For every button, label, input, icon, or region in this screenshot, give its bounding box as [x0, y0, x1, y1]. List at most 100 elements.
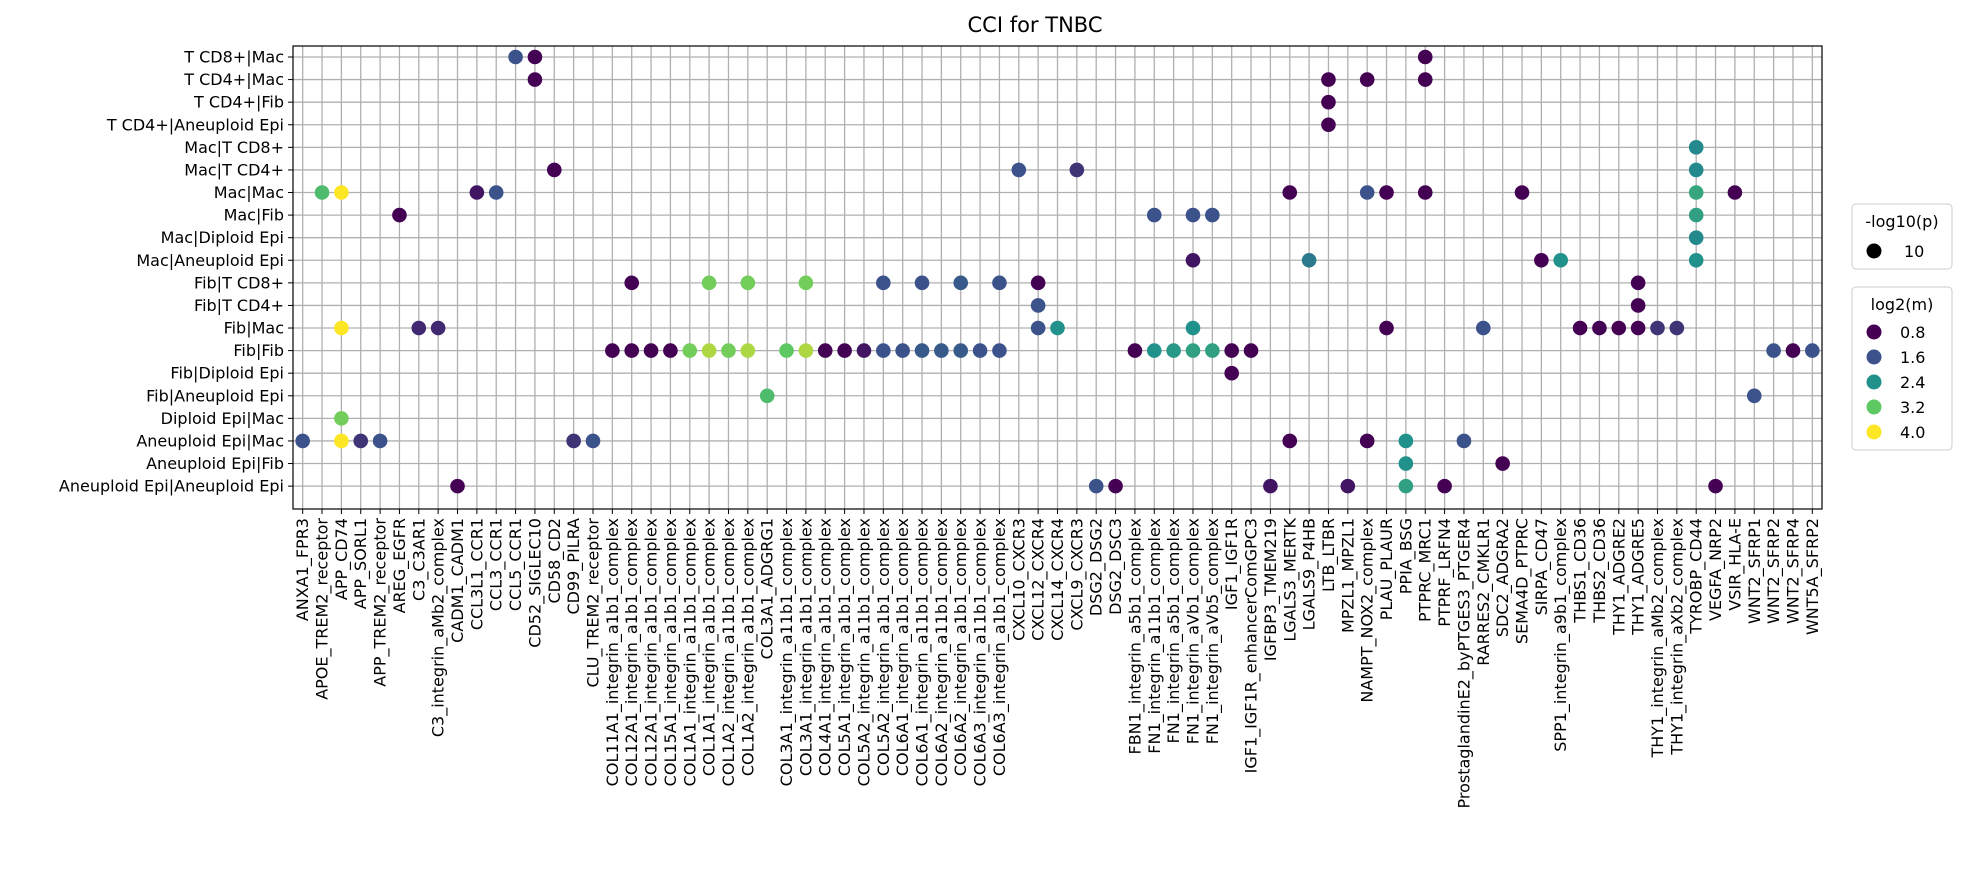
x-tick-label: RARRES2_CMKLR1: [1474, 518, 1494, 666]
y-tick-label: Diploid Epi|Mac: [161, 409, 284, 428]
x-tick-label: C3_C3AR1: [409, 518, 429, 601]
x-tick-label: APP_SORL1: [351, 518, 371, 609]
data-point: [1185, 320, 1201, 336]
x-tick-label: SDC2_ADGRA2: [1493, 518, 1513, 637]
y-tick-label: Fib|Diploid Epi: [170, 364, 284, 383]
y-tick-label: T CD8+|Mac: [183, 48, 284, 67]
x-tick-label: WNT2_SFRP4: [1783, 518, 1803, 624]
data-point: [1398, 456, 1414, 471]
data-point: [392, 207, 407, 223]
data-point: [1688, 230, 1704, 245]
x-tick-label: COL15A1_integrin_a1b1_complex: [661, 518, 681, 786]
y-tick-label: T CD4+|Fib: [193, 93, 284, 112]
data-point: [1030, 298, 1046, 313]
data-point: [585, 433, 601, 449]
data-point: [1688, 140, 1704, 155]
color-legend-marker: [1866, 399, 1882, 415]
x-axis: ANXA1_FPR3 APOE_TREM2_receptor APP_CD74 APP…: [293, 509, 1823, 809]
x-tick-label: DSG2_DSC3: [1106, 518, 1126, 615]
x-tick-label: COL1A1_integrin_a11b1_complex: [680, 518, 700, 786]
x-tick-label: SEMA4D_PTPRC: [1513, 518, 1533, 644]
y-axis: T CD8+|Mac T CD4+|Mac T CD4+|Fib T CD4+|Ane…: [59, 48, 293, 496]
size-legend: -log10(p) 10: [1851, 203, 1953, 270]
color-legend-marker: [1866, 374, 1882, 390]
data-point: [740, 343, 756, 358]
data-point: [1688, 185, 1704, 200]
x-tick-label: VEGFA_NRP2: [1706, 518, 1726, 621]
data-point: [1746, 388, 1762, 404]
data-point: [1359, 433, 1375, 449]
data-point: [1127, 343, 1143, 358]
data-point: [295, 433, 310, 449]
x-tick-label: COL3A1_integrin_a1b1_complex: [796, 518, 816, 776]
data-point: [1514, 185, 1530, 200]
size-legend-marker: [1866, 243, 1882, 259]
data-point: [1030, 320, 1046, 336]
data-point: [546, 162, 562, 178]
data-point: [1572, 320, 1588, 336]
data-point: [314, 185, 330, 200]
x-tick-label: COL4A1_integrin_a1b1_complex: [816, 518, 836, 776]
y-tick-label: Fib|Aneuploid Epi: [146, 386, 284, 405]
x-tick-label: COL11A1_integrin_a1b1_complex: [603, 518, 623, 786]
y-tick-label: Mac|Mac: [214, 183, 284, 202]
x-tick-label: CD58_CD2: [545, 518, 565, 604]
x-tick-label: COL6A1_integrin_a11b1_complex: [913, 518, 933, 786]
x-tick-label: SIRPA_CD47: [1532, 518, 1552, 615]
y-tick-label: T CD4+|Mac: [183, 70, 284, 89]
y-tick-label: Aneuploid Epi|Aneuploid Epi: [59, 477, 284, 496]
data-point: [1708, 478, 1723, 494]
x-tick-label: PPIA_BSG: [1396, 518, 1416, 594]
data-point: [1785, 343, 1801, 358]
data-point: [1205, 343, 1220, 358]
x-tick-label: C3_integrin_aMb2_complex: [429, 518, 449, 737]
x-tick-label: COL5A1_integrin_a1b1_complex: [835, 518, 855, 776]
data-point: [1321, 117, 1336, 133]
data-point: [1243, 343, 1259, 358]
data-point: [1805, 343, 1820, 358]
data-point: [721, 343, 736, 358]
data-point: [953, 343, 969, 358]
x-tick-label: MPZL1_MPZL1: [1338, 518, 1358, 633]
x-tick-label: FN1_integrin_aVb5_complex: [1203, 518, 1223, 744]
data-point: [740, 275, 756, 291]
data-point: [682, 343, 698, 358]
data-point: [1398, 478, 1414, 494]
data-point: [876, 275, 891, 291]
x-tick-label: COL6A2_integrin_a11b1_complex: [932, 518, 952, 786]
x-tick-label: APOE_TREM2_receptor: [313, 518, 333, 700]
data-point: [1011, 162, 1027, 178]
x-tick-label: IGF1_IGF1R_enhancerComGPC3: [1242, 518, 1262, 773]
data-point: [1630, 298, 1646, 313]
y-tick-label: Fib|Fib: [233, 341, 284, 360]
data-point: [1688, 162, 1704, 178]
y-tick-label: Aneuploid Epi|Fib: [146, 454, 284, 473]
x-tick-label: THY1_integrin_aXb2_complex: [1667, 518, 1687, 756]
data-point: [1224, 343, 1239, 358]
y-tick-label: Mac|T CD4+: [184, 160, 284, 179]
x-tick-label: LTB_LTBR: [1319, 518, 1339, 592]
x-tick-label: CXCL14_CXCR4: [1048, 518, 1068, 641]
data-point: [605, 343, 620, 358]
data-point: [1688, 207, 1704, 223]
data-point: [1379, 185, 1394, 200]
x-tick-label: THBS1_CD36: [1571, 518, 1591, 624]
color-legend-label: 2.4: [1900, 373, 1925, 392]
data-points: [295, 49, 1820, 494]
data-point: [334, 433, 349, 449]
x-tick-label: COL6A1_integrin_a1b1_complex: [893, 518, 913, 776]
data-point: [1185, 343, 1201, 358]
data-point: [1108, 478, 1123, 494]
x-tick-label: DSG2_DSG2: [1087, 518, 1107, 616]
data-point: [1088, 478, 1104, 494]
y-tick-label: Fib|T CD4+: [194, 296, 284, 315]
data-point: [817, 343, 833, 358]
data-point: [779, 343, 794, 358]
data-point: [1456, 433, 1472, 449]
data-point: [1282, 433, 1298, 449]
x-tick-label: COL1A2_integrin_a11b1_complex: [719, 518, 739, 786]
data-point: [566, 433, 581, 449]
data-point: [1766, 343, 1781, 358]
x-tick-label: COL1A1_integrin_a1b1_complex: [700, 518, 720, 776]
